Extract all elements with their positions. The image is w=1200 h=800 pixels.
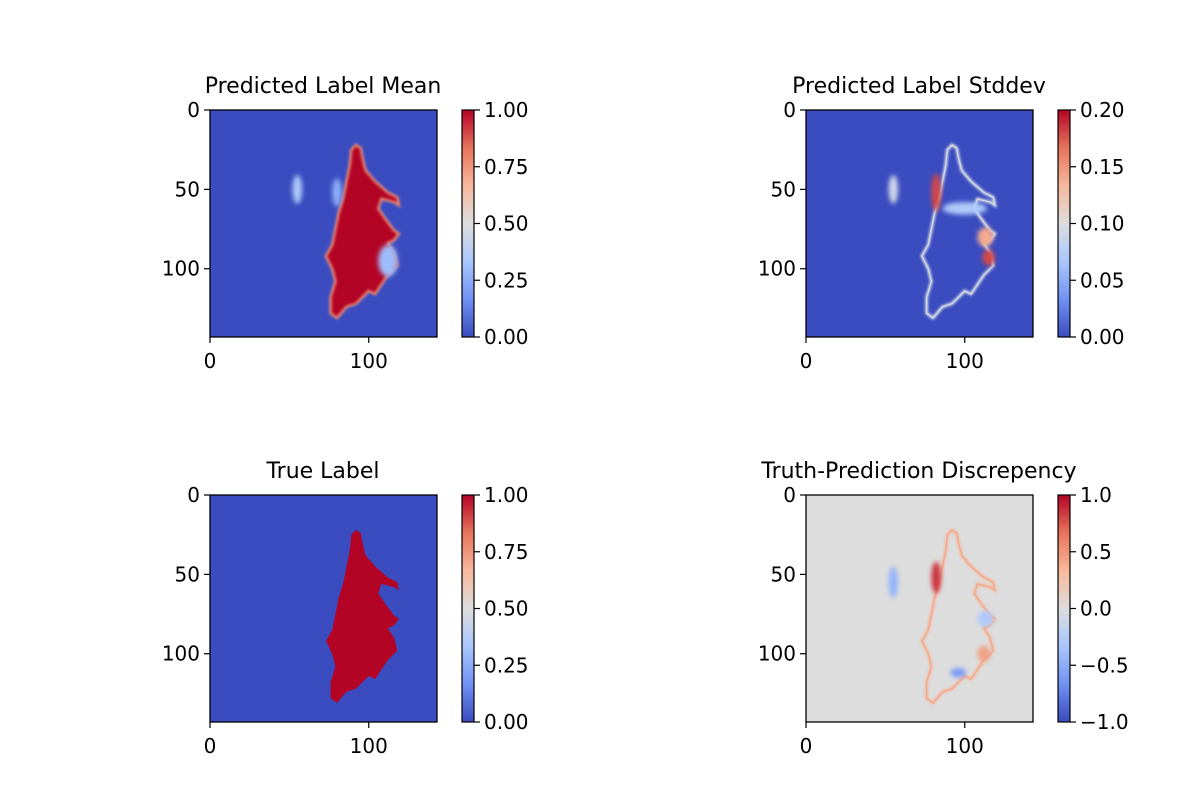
colorbar-gradient	[462, 110, 474, 337]
colorbar-tick-label: 0.10	[1080, 212, 1125, 236]
x-tick-label: 100	[350, 349, 388, 373]
colorbar-tick-label: 0.50	[484, 597, 529, 621]
heatmap-image	[210, 110, 437, 337]
y-tick-label: 50	[175, 562, 200, 586]
heatmap-background	[210, 495, 437, 722]
heatmap-background	[806, 110, 1033, 337]
colorbar-tick-label: 0.5	[1080, 540, 1112, 564]
x-tick-label: 0	[800, 734, 813, 758]
x-tick-label: 0	[204, 734, 217, 758]
heatmap-blob	[977, 610, 994, 627]
y-tick-label: 0	[187, 483, 200, 507]
heatmap-background	[806, 495, 1033, 722]
y-tick-label: 0	[187, 98, 200, 122]
y-tick-label: 50	[771, 177, 796, 201]
subplot-title: True Label	[265, 459, 379, 484]
x-tick-label: 100	[946, 734, 984, 758]
x-tick-label: 100	[350, 734, 388, 758]
axis-ticks: 0 100 0 50 100	[162, 483, 388, 758]
heatmap-blob	[888, 566, 899, 599]
heatmap-blob	[977, 645, 991, 662]
subplot-title: Truth-Prediction Discrepency	[760, 459, 1076, 484]
heatmap-blob	[888, 175, 899, 204]
y-tick-label: 100	[162, 257, 200, 281]
colorbar-tick-label: 0.0	[1080, 597, 1112, 621]
y-tick-label: 100	[758, 257, 796, 281]
y-tick-label: 50	[771, 562, 796, 586]
colorbar: 0.00 0.25 0.50 0.75 1.00	[461, 98, 529, 349]
colorbar-tick-label: 0.15	[1080, 155, 1125, 179]
axis-ticks: 0 100 0 50 100	[758, 483, 984, 758]
heatmap-blob	[982, 249, 995, 266]
label-region	[325, 529, 399, 703]
x-tick-label: 0	[800, 349, 813, 373]
colorbar-tick-label: 1.0	[1080, 483, 1112, 507]
axis-ticks: 0 100 0 50 100	[758, 98, 984, 373]
subplot-predicted-label-mean: Predicted Label Mean 0 100 0 50 100 0.00 0.25…	[162, 74, 529, 373]
colorbar: 0.00 0.25 0.50 0.75 1.00	[461, 483, 529, 734]
heatmap-blob	[931, 561, 941, 594]
colorbar-tick-label: 0.75	[484, 540, 529, 564]
colorbar-tick-label: 1.00	[484, 98, 529, 122]
colorbar-tick-label: 0.05	[1080, 268, 1125, 292]
y-tick-label: 0	[783, 98, 796, 122]
axes-frame	[209, 109, 438, 338]
colorbar-gradient	[1058, 110, 1070, 337]
x-tick-label: 0	[204, 349, 217, 373]
heatmap-blob	[942, 202, 987, 215]
heatmap-background	[210, 110, 437, 337]
subplot-truth-prediction-discrepency: Truth-Prediction Discrepency 0 100050100 …	[758, 459, 1129, 758]
axis-ticks: 0 100 0 50 100	[162, 98, 388, 373]
colorbar-tick-label: 0.00	[484, 325, 529, 349]
label-region-edge	[324, 143, 401, 320]
heatmap-blob	[931, 173, 941, 212]
y-tick-label: 50	[175, 177, 200, 201]
label-region	[325, 144, 399, 318]
colorbar: −1.0 −0.5 0.0 0.5 1.0	[1057, 483, 1129, 734]
axes-frame	[805, 109, 1034, 338]
subplot-title: Predicted Label Mean	[205, 74, 442, 99]
heatmap-content	[806, 110, 1033, 337]
region-outline-core	[921, 529, 996, 704]
heatmap-blob	[950, 668, 967, 678]
y-tick-label: 100	[162, 642, 200, 666]
region-outline-core	[921, 144, 996, 319]
heatmap-blob	[977, 227, 994, 247]
colorbar-tick-label: 0.00	[1080, 325, 1125, 349]
heatmap-image	[806, 110, 1033, 337]
subplot-title: Predicted Label Stddev	[792, 74, 1046, 99]
heatmap-blob	[378, 244, 398, 277]
heatmap-content	[210, 110, 437, 337]
colorbar-tick-label: 0.20	[1080, 98, 1125, 122]
subplot-true-label: True Label 0 100 0 50 100 0.00 0.25 0.50 0.75 1.…	[162, 459, 529, 758]
colorbar-tick-label: −1.0	[1080, 710, 1129, 734]
axes-frame	[209, 494, 438, 723]
colorbar-tick-label: 0.25	[484, 268, 529, 292]
heatmap-image	[806, 495, 1033, 722]
colorbar-tick-label: 1.00	[484, 483, 529, 507]
heatmap-content	[806, 495, 1033, 722]
y-tick-label: 100	[758, 642, 796, 666]
colorbar-tick-label: 0.50	[484, 212, 529, 236]
heatmap-blob	[332, 178, 342, 207]
colorbar-tick-label: 0.25	[484, 653, 529, 677]
heatmap-blob	[292, 175, 303, 204]
colorbar-tick-label: −0.5	[1080, 653, 1129, 677]
colorbar-gradient	[1058, 495, 1070, 722]
colorbar-tick-label: 0.00	[484, 710, 529, 734]
x-tick-label: 100	[946, 349, 984, 373]
y-tick-label: 0	[783, 483, 796, 507]
heatmap-content	[210, 495, 437, 722]
colorbar-gradient	[462, 495, 474, 722]
axes-frame	[805, 494, 1034, 723]
colorbar: 0.00 0.05 0.10 0.15 0.20	[1057, 98, 1125, 349]
heatmap-image	[210, 495, 437, 722]
colorbar-tick-label: 0.75	[484, 155, 529, 179]
